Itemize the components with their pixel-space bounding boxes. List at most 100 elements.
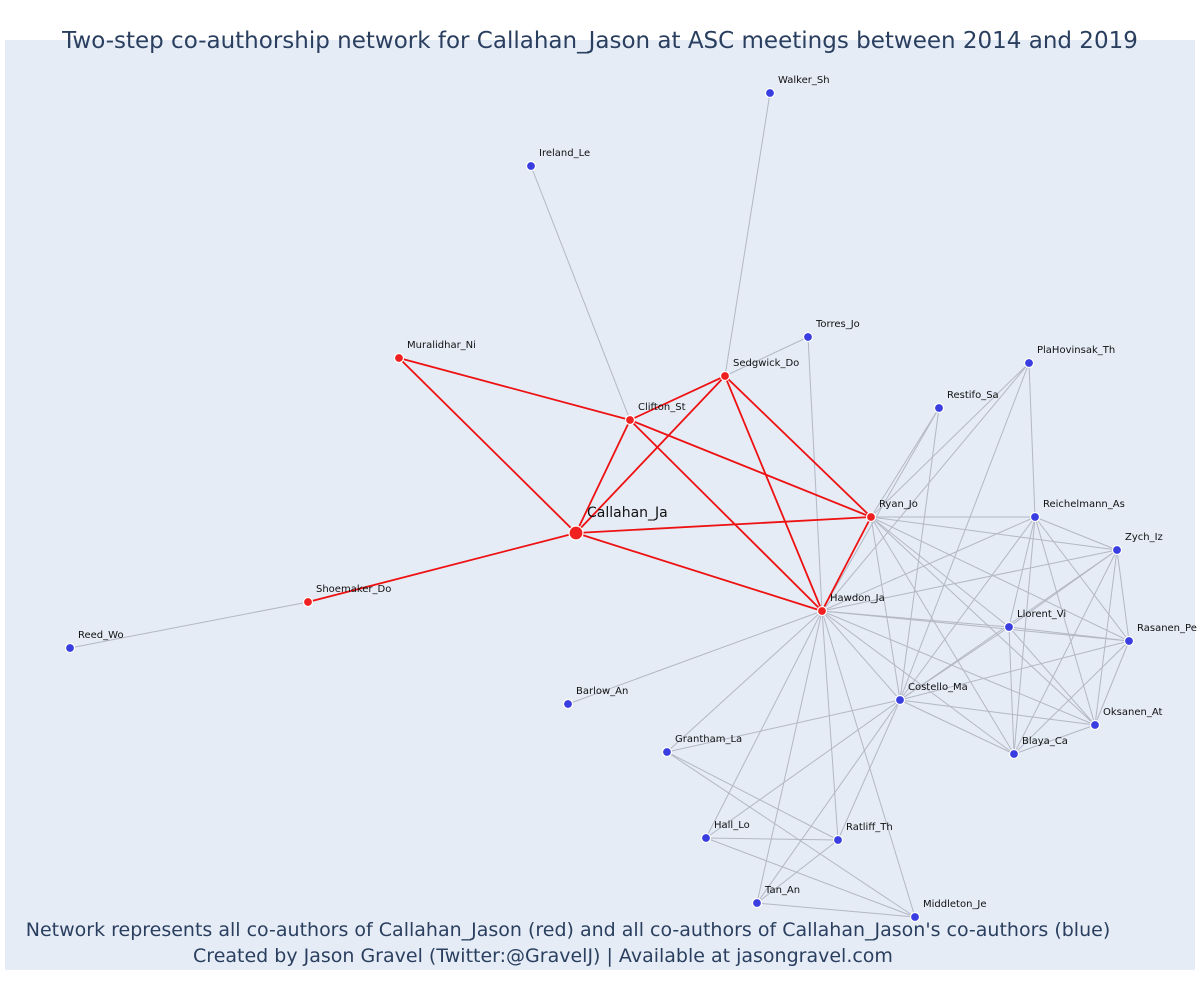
- node-Ryan_Jo[interactable]: [865, 511, 877, 523]
- edge-Costello_Ma-Ratliff_Th: [837, 699, 901, 841]
- node-Rasanen_Pe[interactable]: [1123, 635, 1135, 647]
- edge-Callahan_Ja-Sedgwick_Do: [575, 375, 726, 534]
- node-Walker_Sh[interactable]: [764, 87, 776, 99]
- edge-Clifton_St-Ryan_Jo: [629, 419, 872, 518]
- edge-Rasanen_Pe-Costello_Ma: [899, 640, 1130, 701]
- edge-Hall_Lo-Middleton_Je: [705, 837, 916, 918]
- node-label-Costello_Ma: Costello_Ma: [908, 682, 968, 693]
- edge-Tan_An-Middleton_Je: [756, 902, 916, 918]
- node-Middleton_Je[interactable]: [909, 911, 921, 923]
- node-PlaHovinsak_Th[interactable]: [1023, 357, 1035, 369]
- chart-title: Two-step co-authorship network for Calla…: [62, 28, 1138, 54]
- node-label-Torres_Jo: Torres_Jo: [815, 319, 860, 330]
- node-label-Llorent_Vi: Llorent_Vi: [1017, 609, 1066, 620]
- node-Sedgwick_Do[interactable]: [719, 370, 731, 382]
- node-Hawdon_Ja[interactable]: [816, 605, 828, 617]
- edge-Callahan_Ja-Hawdon_Ja: [575, 532, 823, 612]
- network-plot-area: [5, 40, 1195, 970]
- node-Shoemaker_Do[interactable]: [302, 596, 314, 608]
- node-label-Restifo_Sa: Restifo_Sa: [947, 390, 999, 401]
- edge-Ryan_Jo-Zych_Iz: [870, 516, 1118, 551]
- node-label-Oksanen_At: Oksanen_At: [1103, 707, 1162, 718]
- node-label-Middleton_Je: Middleton_Je: [923, 899, 987, 910]
- edge-Costello_Ma-Blaya_Ca: [899, 699, 1015, 755]
- edge-Zych_Iz-Blaya_Ca: [1013, 549, 1118, 755]
- edge-Sedgwick_Do-Torres_Jo: [724, 336, 809, 377]
- edge-Sedgwick_Do-Hawdon_Ja: [724, 375, 823, 612]
- edge-Ryan_Jo-Rasanen_Pe: [870, 516, 1130, 642]
- edge-Hall_Lo-Ratliff_Th: [705, 837, 839, 841]
- node-Muralidhar_Ni[interactable]: [393, 352, 405, 364]
- node-Hall_Lo[interactable]: [700, 832, 712, 844]
- node-Restifo_Sa[interactable]: [933, 402, 945, 414]
- edge-Llorent_Vi-Rasanen_Pe: [1008, 626, 1130, 642]
- edge-Ratliff_Th-Tan_An: [756, 839, 839, 904]
- node-label-Zych_Iz: Zych_Iz: [1125, 532, 1163, 543]
- edge-Sedgwick_Do-Ryan_Jo: [724, 375, 872, 518]
- node-Clifton_St[interactable]: [624, 414, 636, 426]
- edge-Costello_Ma-Hall_Lo: [705, 699, 901, 839]
- node-label-Barlow_An: Barlow_An: [576, 686, 628, 697]
- node-label-Hall_Lo: Hall_Lo: [714, 820, 750, 831]
- node-Blaya_Ca[interactable]: [1008, 748, 1020, 760]
- edge-Reichelmann_As-Costello_Ma: [899, 516, 1036, 701]
- node-Grantham_La[interactable]: [661, 746, 673, 758]
- node-label-Reed_Wo: Reed_Wo: [78, 630, 124, 641]
- node-Torres_Jo[interactable]: [802, 331, 814, 343]
- edge-Shoemaker_Do-Reed_Wo: [69, 601, 309, 649]
- edge-Ryan_Jo-Oksanen_At: [870, 516, 1096, 726]
- edge-Clifton_St-Hawdon_Ja: [629, 419, 823, 612]
- edge-Hawdon_Ja-Blaya_Ca: [821, 610, 1015, 755]
- edge-Clifton_St-Ireland_Le: [530, 165, 631, 421]
- edge-Ryan_Jo-PlaHovinsak_Th: [870, 362, 1030, 518]
- edge-Callahan_Ja-Shoemaker_Do: [307, 532, 577, 603]
- node-Tan_An[interactable]: [751, 897, 763, 909]
- node-Oksanen_At[interactable]: [1089, 719, 1101, 731]
- edge-Callahan_Ja-Clifton_St: [575, 419, 631, 534]
- node-label-Shoemaker_Do: Shoemaker_Do: [316, 584, 391, 595]
- edge-Hawdon_Ja-Torres_Jo: [807, 336, 823, 612]
- node-label-Clifton_St: Clifton_St: [638, 402, 686, 413]
- edge-PlaHovinsak_Th-Reichelmann_As: [1028, 362, 1036, 518]
- node-Ireland_Le[interactable]: [525, 160, 537, 172]
- node-label-Ireland_Le: Ireland_Le: [539, 148, 590, 159]
- nodes-layer: [64, 87, 1135, 923]
- node-Zych_Iz[interactable]: [1111, 544, 1123, 556]
- edge-Llorent_Vi-Costello_Ma: [899, 626, 1010, 701]
- edge-Hawdon_Ja-Reichelmann_As: [821, 516, 1036, 612]
- node-Reichelmann_As[interactable]: [1029, 511, 1041, 523]
- node-Barlow_An[interactable]: [562, 698, 574, 710]
- edge-Rasanen_Pe-Blaya_Ca: [1013, 640, 1130, 755]
- node-Costello_Ma[interactable]: [894, 694, 906, 706]
- edge-Hawdon_Ja-Middleton_Je: [821, 610, 916, 918]
- caption-line-1: Network represents all co-authors of Cal…: [25, 919, 1111, 941]
- node-Llorent_Vi[interactable]: [1003, 621, 1015, 633]
- node-label-Muralidhar_Ni: Muralidhar_Ni: [407, 340, 476, 351]
- edge-Reichelmann_As-Llorent_Vi: [1008, 516, 1036, 628]
- edge-Ryan_Jo-Costello_Ma: [870, 516, 901, 701]
- edge-Grantham_La-Middleton_Je: [666, 751, 916, 918]
- node-label-PlaHovinsak_Th: PlaHovinsak_Th: [1037, 345, 1115, 356]
- edge-Hawdon_Ja-Oksanen_At: [821, 610, 1096, 726]
- node-Ratliff_Th[interactable]: [832, 834, 844, 846]
- edge-Llorent_Vi-Blaya_Ca: [1008, 626, 1015, 755]
- edge-Callahan_Ja-Muralidhar_Ni: [398, 357, 577, 534]
- node-label-Callahan_Ja: Callahan_Ja: [587, 505, 668, 521]
- node-label-Ratliff_Th: Ratliff_Th: [846, 822, 893, 833]
- edge-Hawdon_Ja-Rasanen_Pe: [821, 610, 1130, 642]
- labels-layer: Callahan_Ja Clifton_St Sedgwick_Do Muralidh…: [78, 75, 1197, 910]
- node-Callahan_Ja[interactable]: [568, 525, 584, 541]
- edge-Hawdon_Ja-Grantham_La: [666, 610, 823, 753]
- edge-Restifo_Sa-Costello_Ma: [899, 407, 940, 701]
- edge-Clifton_St-Sedgwick_Do: [629, 375, 726, 421]
- node-Reed_Wo[interactable]: [64, 642, 76, 654]
- edge-Reichelmann_As-Rasanen_Pe: [1034, 516, 1130, 642]
- node-label-Sedgwick_Do: Sedgwick_Do: [733, 358, 799, 369]
- edge-Clifton_St-Muralidhar_Ni: [398, 357, 631, 421]
- edge-Hawdon_Ja-Restifo_Sa: [821, 407, 940, 612]
- edge-Hawdon_Ja-Tan_An: [756, 610, 823, 904]
- edge-Hawdon_Ja-Barlow_An: [567, 610, 823, 705]
- edge-Oksanen_At-Blaya_Ca: [1013, 724, 1096, 755]
- edge-Ryan_Jo-Llorent_Vi: [870, 516, 1010, 628]
